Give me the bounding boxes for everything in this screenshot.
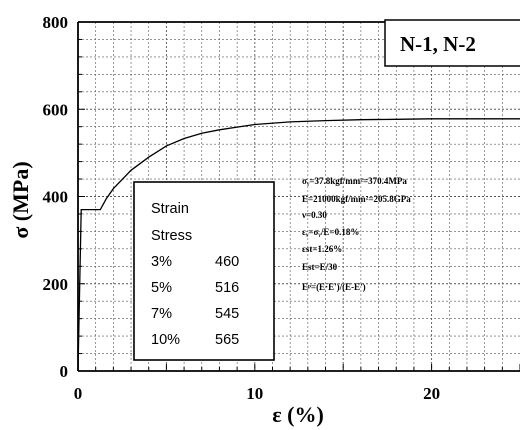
x-axis-label: ε (%): [272, 402, 324, 427]
strain-stress-table: Strain Stress 3% 460 5% 516 7% 545 10% 565: [133, 181, 275, 361]
annotation-line: σᵧ=37.8kgf/mm²=370.4MPa: [302, 176, 407, 186]
table-header-stress: Stress: [151, 228, 192, 244]
x-tick-label: 20: [423, 384, 440, 403]
table-header-strain: Strain: [151, 201, 189, 217]
y-tick-label: 400: [43, 188, 69, 207]
material-annotations: σᵧ=37.8kgf/mm²=370.4MPa E=21000kgf/mm²=20…: [301, 176, 411, 292]
stress-strain-curve: [77, 118, 520, 372]
table-cell-strain: 3%: [151, 254, 172, 270]
y-tick-label: 600: [43, 100, 69, 119]
table-cell-strain: 7%: [151, 306, 172, 322]
table-cell-stress: 516: [215, 280, 239, 296]
annotation-line: ν=0.30: [301, 210, 327, 220]
x-tick-label: 0: [74, 384, 83, 403]
annotation-line: εᵧ=σᵧ/E=0.18%: [302, 227, 359, 237]
annotation-line: E=21000kgf/mm²=205.8GPa: [302, 194, 411, 204]
table-cell-strain: 10%: [151, 332, 180, 348]
table-cell-stress: 565: [215, 332, 239, 348]
table-cell-strain: 5%: [151, 280, 172, 296]
y-tick-label: 200: [43, 275, 69, 294]
series-badge-label: N-1, N-2: [400, 32, 476, 56]
annotation-line: εst=1.26%: [302, 244, 342, 254]
annotation-line: Eᵖ=(E·E')/(E-E'): [302, 282, 366, 292]
y-tick-label: 0: [60, 362, 69, 381]
table-cell-stress: 460: [215, 254, 239, 270]
annotation-line: Est=E/30: [302, 262, 338, 272]
y-axis-label: σ (MPa): [8, 161, 33, 238]
x-tick-label: 10: [246, 384, 263, 403]
y-tick-label: 800: [43, 13, 69, 32]
series-badge: N-1, N-2: [384, 19, 520, 67]
table-cell-stress: 545: [215, 306, 239, 322]
table-rows: 3% 460 5% 516 7% 545 10% 565: [151, 254, 239, 348]
